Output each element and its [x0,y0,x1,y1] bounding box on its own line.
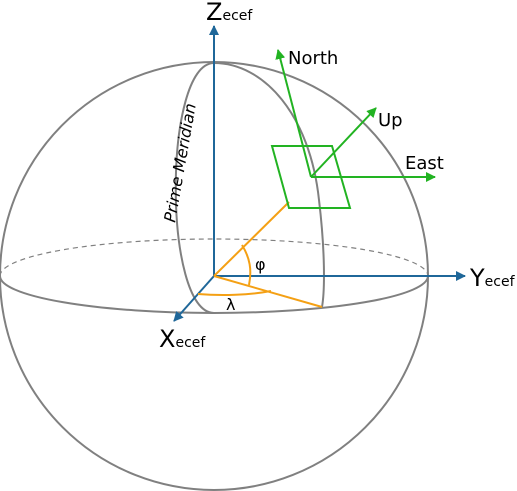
east-label: East [405,153,444,174]
up-arrow [310,107,377,178]
radius-to-point [213,201,290,277]
z-axis-label: Zecef [206,0,253,26]
prime-meridian-line [174,62,215,314]
north-arrow [275,49,312,178]
equator-back [0,238,429,277]
tangent-plane [270,145,352,209]
latitude-arc [241,244,252,286]
local-meridian-line [213,62,325,308]
latitude-label: φ [255,255,266,274]
up-label: Up [378,110,403,131]
north-label: North [288,48,338,69]
y-axis-label: Yecef [469,264,516,292]
prime-meridian-label: Prime Meridian [160,102,200,224]
x-axis [173,275,215,322]
longitude-arc [197,290,272,296]
longitude-label: λ [226,295,235,314]
x-axis-label: Xecef [159,325,206,353]
